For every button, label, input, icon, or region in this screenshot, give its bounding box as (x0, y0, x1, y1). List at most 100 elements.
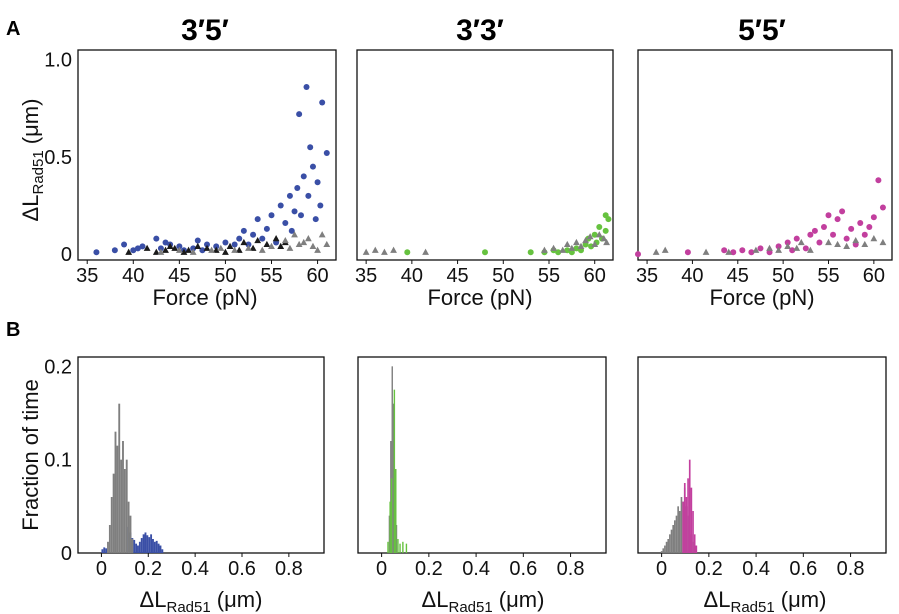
data-point (235, 246, 243, 253)
histogram-bar (392, 403, 395, 553)
histogram-bar (135, 543, 138, 553)
data-point (93, 249, 100, 256)
y-tick-label: 0 (61, 543, 72, 565)
data-point (317, 202, 324, 209)
data-point (843, 235, 850, 242)
data-point (259, 235, 266, 242)
scatter-x-axis-label-5-5: Force (pN) (709, 285, 814, 310)
data-point (797, 238, 805, 246)
data-point (176, 243, 183, 250)
data-point (309, 242, 317, 249)
x-tick-label: 0.6 (509, 558, 537, 580)
data-point (222, 248, 229, 255)
data-point (162, 246, 169, 253)
y-tick-label: 0 (61, 244, 72, 266)
y-tick-label: 0.1 (44, 450, 72, 472)
panel-label-b: B (6, 319, 20, 341)
x-tick-label: 35 (636, 265, 658, 287)
hist-y-axis-label: Fraction of time (18, 379, 43, 531)
histogram-bar (395, 469, 397, 553)
x-tick-label: 50 (492, 265, 514, 287)
histogram-bar (680, 497, 683, 553)
histogram-bar (669, 534, 671, 553)
data-point (282, 220, 289, 227)
data-point (314, 246, 321, 253)
histogram-bar (678, 511, 681, 553)
data-point (281, 236, 289, 244)
data-point (295, 240, 303, 248)
data-point (390, 246, 397, 253)
data-point (212, 246, 220, 253)
data-point (652, 248, 660, 255)
data-point (825, 238, 832, 246)
data-point (684, 249, 691, 256)
data-point (240, 227, 247, 234)
histogram-bar (390, 478, 393, 553)
data-point (816, 239, 823, 246)
x-tick-label: 40 (681, 265, 703, 287)
data-point (757, 245, 764, 252)
data-point (834, 216, 841, 223)
histogram-3-5: 0 0.2 0.4 0.6 0.8 0 0.1 0.2 (44, 356, 325, 580)
data-point (811, 227, 818, 234)
data-point (602, 212, 609, 219)
x-tick-label: 0.8 (275, 558, 303, 580)
data-point (297, 212, 304, 219)
histogram-bar (150, 534, 153, 553)
data-point (222, 239, 229, 246)
data-point (249, 244, 257, 251)
histogram-bar (399, 543, 401, 553)
x-tick-label: 50 (214, 265, 236, 287)
data-point (125, 248, 133, 255)
histogram-bar (688, 459, 691, 553)
histogram-bar (672, 525, 675, 553)
histogram-bar (402, 541, 404, 553)
histogram-bar (152, 539, 154, 553)
data-point (381, 248, 388, 255)
scatter-x-axis-label-3-3: Force (pN) (427, 285, 532, 310)
data-point (807, 231, 814, 238)
histogram-bar (137, 545, 139, 553)
data-point (834, 240, 841, 248)
x-tick-label: 0 (96, 558, 107, 580)
data-point (825, 212, 832, 219)
data-point (250, 231, 257, 238)
data-point (550, 244, 557, 251)
scatter-plot-3-5: 35 40 45 50 55 60 0 0.5 1.0 (44, 49, 337, 287)
data-point (286, 244, 294, 251)
histogram-bar (129, 515, 132, 553)
data-point (300, 238, 308, 246)
histogram-bar (389, 501, 391, 553)
data-point (861, 231, 868, 238)
histogram-bar (670, 529, 673, 553)
histogram-bar (687, 478, 689, 553)
y-tick-label: 1.0 (44, 50, 72, 72)
data-point (300, 173, 307, 180)
histogram-bar (118, 403, 121, 553)
scatter-y-axis-label: ΔLRad51 (μm) (18, 99, 47, 222)
data-point (323, 150, 330, 157)
data-point (203, 244, 211, 251)
y-tick-label: 0.2 (44, 356, 72, 378)
data-point (635, 251, 641, 258)
x-tick-label: 0.2 (415, 558, 443, 580)
data-point (213, 243, 220, 250)
x-tick-label: 45 (446, 265, 468, 287)
data-point (217, 244, 225, 251)
column-title-3-5: 3′5′ (181, 14, 229, 47)
histogram-bar (677, 506, 679, 553)
data-point (175, 246, 183, 253)
data-point (231, 241, 238, 248)
histogram-bar (125, 459, 128, 553)
data-point (303, 83, 310, 90)
data-point (185, 246, 192, 253)
x-tick-label: 0.6 (789, 558, 817, 580)
data-point (268, 212, 275, 219)
x-tick-label: 0.8 (837, 558, 865, 580)
data-point (591, 240, 599, 248)
data-point (527, 249, 534, 256)
data-point (422, 248, 429, 255)
data-point (775, 246, 783, 253)
data-point (752, 246, 760, 253)
histogram-bar (133, 539, 136, 553)
